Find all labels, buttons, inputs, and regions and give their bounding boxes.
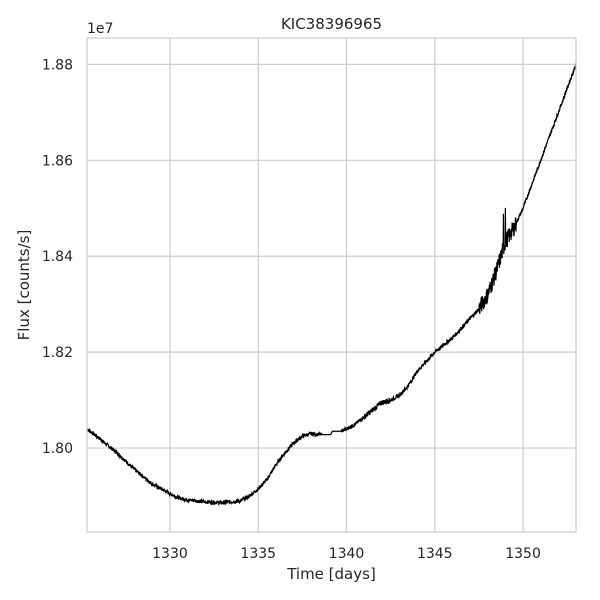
y-axis-label: Flux [counts/s] (15, 230, 33, 341)
y-tick-label: 1.84 (42, 249, 73, 265)
y-tick-label: 1.82 (42, 345, 73, 361)
y-tick-label: 1.80 (42, 441, 73, 457)
x-axis-label: Time [days] (286, 565, 376, 583)
flux-series-line (86, 62, 577, 507)
series-layer (86, 62, 577, 507)
x-tick-label: 1345 (417, 546, 453, 562)
x-axis-ticks: 1330 1335 1340 1345 1350 (152, 546, 541, 562)
x-tick-label: 1330 (152, 546, 188, 562)
y-tick-label: 1.86 (42, 153, 73, 169)
grid (87, 38, 576, 532)
y-axis-ticks: 1.80 1.82 1.84 1.86 1.88 (42, 57, 73, 457)
x-tick-label: 1335 (240, 546, 276, 562)
y-axis-offset-label: 1e7 (87, 21, 113, 37)
x-tick-label: 1350 (505, 546, 541, 562)
y-tick-label: 1.88 (42, 57, 73, 73)
chart-title: KIC38396965 (281, 15, 382, 33)
plot-frame (86, 37, 577, 533)
x-tick-label: 1340 (329, 546, 365, 562)
